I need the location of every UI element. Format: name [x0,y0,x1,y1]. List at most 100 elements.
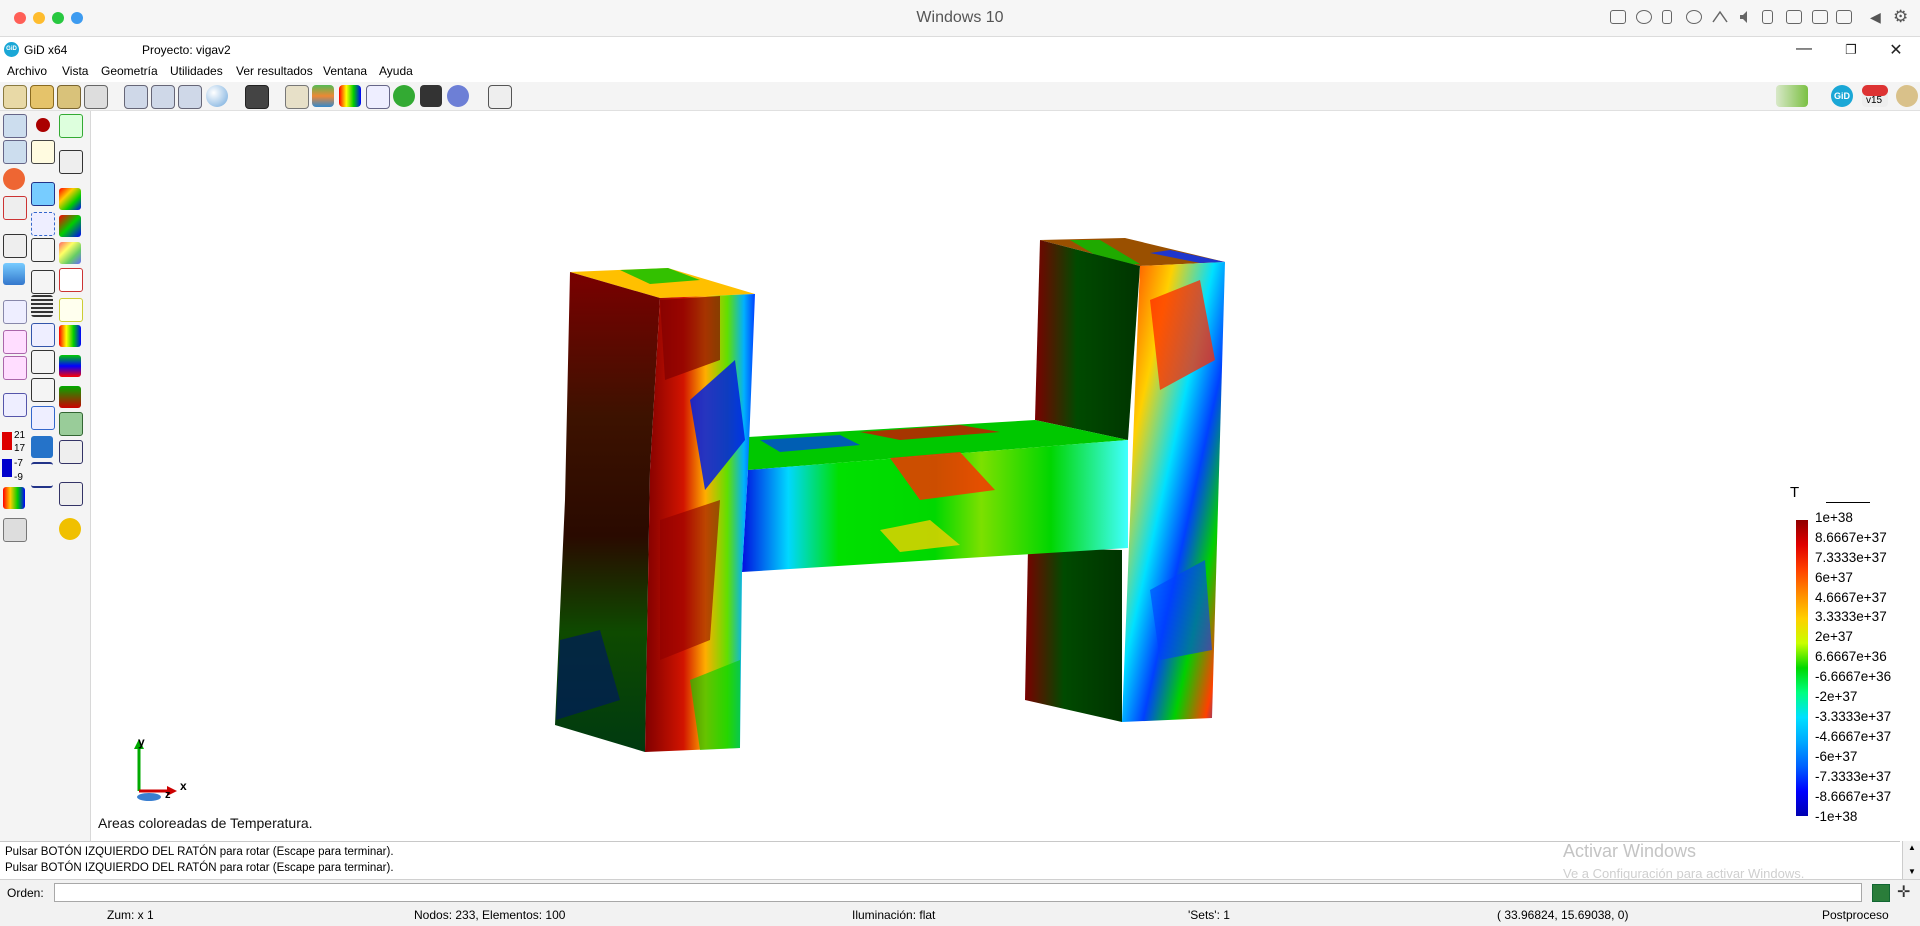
usb-icon[interactable] [1662,10,1672,24]
clapper-icon[interactable] [420,85,442,107]
minimize-light[interactable] [33,12,45,24]
layers-icon[interactable] [285,85,309,109]
rainbow-icon[interactable] [339,85,361,107]
contour-lines-icon[interactable] [59,215,81,237]
edit-icon[interactable] [31,140,55,164]
axes-icon[interactable] [31,350,55,374]
zoom-light[interactable] [52,12,64,24]
status-nodes-elements: Nodos: 233, Elementos: 100 [414,908,566,922]
new-file-icon[interactable] [3,85,27,109]
app-titlebar: GiD GiD x64 Proyecto: vigav2 [0,38,1920,62]
sphere-icon[interactable] [206,85,228,107]
triangle-cut-icon[interactable] [3,356,27,380]
tools-icon[interactable] [488,85,512,109]
radius-icon[interactable] [31,270,55,294]
render-icon[interactable] [3,263,25,285]
deformation-icon[interactable] [59,355,81,377]
legend-label: 6e+37 [1815,570,1853,585]
folder-icon[interactable] [1812,10,1828,24]
play-icon[interactable] [447,85,469,107]
back-green-arrow-icon[interactable] [1776,85,1808,107]
print-icon[interactable] [84,85,108,109]
zoom-icon[interactable] [3,114,27,138]
stream-icon[interactable] [59,298,83,322]
contour-fill-icon[interactable] [59,188,81,210]
cut-icon[interactable] [3,393,27,417]
menu-archivo[interactable]: Archivo [7,64,48,78]
vector-display-icon[interactable] [59,268,83,292]
command-input[interactable] [54,883,1862,902]
close-icon[interactable]: ✕ [1889,42,1903,59]
screen-icon[interactable] [1836,10,1852,24]
frame-icon[interactable] [3,234,27,258]
triangle-icon[interactable] [3,330,27,354]
settings-gear-icon[interactable]: ⚙ [1893,7,1909,26]
zoom-out-icon[interactable] [151,85,175,109]
bands-icon[interactable] [59,325,81,347]
gold-icon[interactable] [59,518,81,540]
speaker-icon[interactable] [1738,10,1754,24]
smooth-contour-icon[interactable] [59,242,81,264]
stack-icon[interactable] [312,85,334,107]
camera-icon[interactable] [1686,10,1702,24]
zoom-frame-icon[interactable] [178,85,202,109]
minimize-icon[interactable]: — [1796,40,1812,57]
save-icon[interactable] [57,85,81,109]
menu-utilidades[interactable]: Utilidades [170,64,223,78]
back-arrow-icon[interactable]: ◀ [1870,9,1881,25]
pointer-icon[interactable] [3,196,27,220]
zoom-in-icon[interactable] [124,85,148,109]
user-icon[interactable] [1896,85,1918,107]
command-run-icon[interactable] [1872,884,1890,902]
menu-vista[interactable]: Vista [62,64,89,78]
options-icon[interactable] [3,518,27,542]
chart-icon[interactable] [31,323,55,347]
select-box-icon[interactable] [31,212,55,236]
menu-ayuda[interactable]: Ayuda [379,64,413,78]
disc-icon[interactable] [1636,10,1652,24]
legend-min-color-icon [2,459,12,477]
device-icon[interactable] [1762,10,1773,24]
rotate-icon[interactable] [3,168,25,190]
surface-icon[interactable] [3,300,27,324]
text-icon[interactable] [59,150,83,174]
color-bars-icon[interactable] [3,487,25,509]
list-icon[interactable] [31,295,53,317]
menu-ventana[interactable]: Ventana [323,64,368,78]
graph-icon[interactable] [366,85,390,109]
point-icon[interactable] [36,118,50,132]
menu-ver-resultados[interactable]: Ver resultados [236,64,313,78]
mesh-frame-icon[interactable] [59,440,83,464]
mesh-icon[interactable] [393,85,415,107]
geometry-icon[interactable] [59,114,83,138]
status-bar [0,905,1920,926]
distance-icon[interactable] [31,238,55,262]
web-front-face [742,440,1128,572]
camera-icon[interactable] [245,85,269,109]
display-icon[interactable] [1786,10,1802,24]
xy-icon[interactable] [31,378,55,402]
gid-button[interactable]: GiD [1831,85,1853,107]
crosshair-icon[interactable]: ✛ [1897,884,1911,901]
measure-icon[interactable] [31,462,53,488]
vectors-icon[interactable] [31,406,55,430]
iso-surface-icon[interactable] [59,412,83,436]
command-bar: Orden: ✛ [0,879,1920,906]
section-icon[interactable] [59,386,81,408]
graphics-viewport[interactable]: y x z [91,111,1920,841]
restore-icon[interactable]: ❐ [1845,42,1857,57]
extra-light[interactable] [71,12,83,24]
info-icon[interactable] [31,436,53,458]
close-light[interactable] [14,12,26,24]
message-scrollbar[interactable]: ▲ ▼ [1902,841,1920,879]
network-icon[interactable] [1712,10,1728,24]
graph-plot-icon[interactable] [59,482,83,506]
keyboard-icon[interactable] [1610,10,1626,24]
status-mode[interactable]: Postproceso [1822,908,1889,922]
message-log[interactable]: Pulsar BOTÓN IZQUIERDO DEL RATÓN para ro… [0,841,1900,880]
version-toggle[interactable]: v15 [1862,85,1888,107]
pan-icon[interactable] [3,140,27,164]
open-folder-icon[interactable] [30,85,54,109]
menu-geometria[interactable]: Geometría [101,64,158,78]
eraser-icon[interactable] [31,182,55,206]
